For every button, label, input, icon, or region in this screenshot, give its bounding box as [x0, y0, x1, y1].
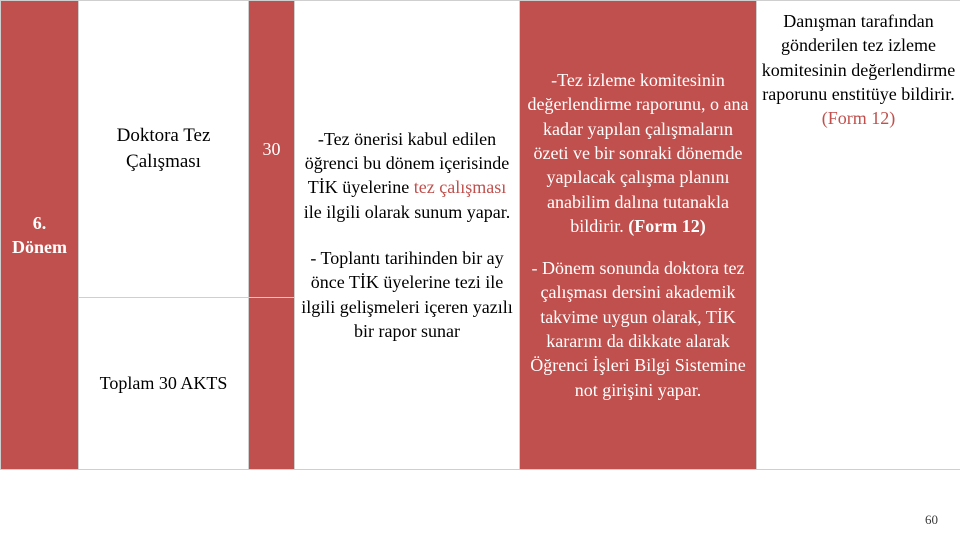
- course-name: Doktora Tez Çalışması: [117, 125, 211, 172]
- slide-number: 60: [925, 512, 938, 528]
- student-task-top-accent: tez çalışması: [414, 177, 506, 197]
- table: 6. Dönem Doktora Tez Çalışması 30 -Tez ö…: [0, 0, 960, 470]
- course-name-cell: Doktora Tez Çalışması: [79, 1, 249, 298]
- committee-task-top-form: (Form 12): [628, 216, 705, 236]
- spacer: [299, 224, 515, 246]
- empty-credit-cell: [249, 297, 295, 469]
- period-cell: 6. Dönem: [1, 1, 79, 470]
- advisor-task-pre: Danışman tarafından gönderilen tez izlem…: [762, 11, 955, 104]
- committee-task-bottom: - Dönem sonunda doktora tez çalışması de…: [524, 256, 752, 402]
- credit-value: 30: [263, 139, 281, 159]
- committee-task-top: -Tez izleme komitesinin değerlendirme ra…: [524, 68, 752, 238]
- committee-task-top-pre: -Tez izleme komitesinin değerlendirme ra…: [528, 70, 749, 236]
- student-tasks-cell: -Tez önerisi kabul edilen öğrenci bu dön…: [295, 1, 520, 470]
- total-akts-cell: Toplam 30 AKTS: [79, 297, 249, 469]
- committee-tasks-cell: -Tez izleme komitesinin değerlendirme ra…: [520, 1, 757, 470]
- spacer: [524, 238, 752, 256]
- student-task-top-post: ile ilgili olarak sunum yapar.: [304, 202, 510, 222]
- total-akts: Toplam 30 AKTS: [100, 373, 228, 393]
- curriculum-table: 6. Dönem Doktora Tez Çalışması 30 -Tez ö…: [0, 0, 960, 470]
- table-row: 6. Dönem Doktora Tez Çalışması 30 -Tez ö…: [1, 1, 960, 298]
- student-task-top: -Tez önerisi kabul edilen öğrenci bu dön…: [299, 127, 515, 224]
- student-task-bottom: - Toplantı tarihinden bir ay önce TİK üy…: [299, 246, 515, 343]
- advisor-tasks-cell: Danışman tarafından gönderilen tez izlem…: [757, 1, 960, 470]
- credit-cell: 30: [249, 1, 295, 298]
- period-label: 6. Dönem: [12, 213, 67, 257]
- advisor-task-form: (Form 12): [822, 108, 896, 128]
